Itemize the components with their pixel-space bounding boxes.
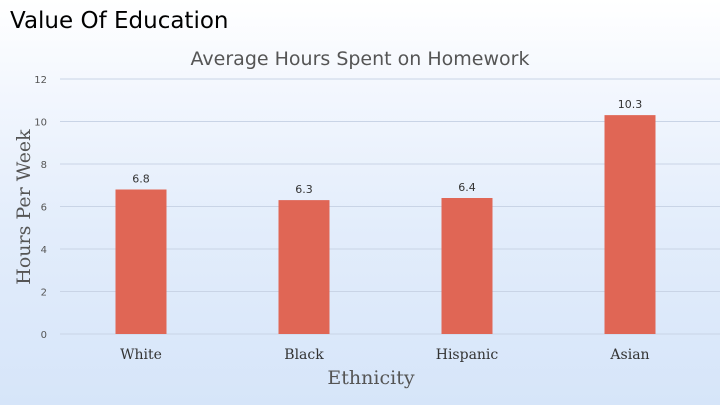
- category-label-hispanic: Hispanic: [436, 347, 499, 363]
- y-tick-label: 4: [41, 245, 47, 256]
- category-label-white: White: [120, 347, 162, 363]
- bar-hispanic: [441, 198, 493, 334]
- bar-white: [115, 189, 167, 334]
- value-label-white: 6.8: [132, 173, 150, 186]
- category-label-black: Black: [284, 347, 324, 363]
- y-tick-label: 8: [41, 160, 47, 171]
- value-label-asian: 10.3: [618, 98, 643, 111]
- y-tick-label: 0: [41, 330, 47, 341]
- value-label-black: 6.3: [295, 183, 313, 196]
- bars: [115, 115, 656, 334]
- y-tick-label: 12: [34, 75, 47, 86]
- y-tick-label: 10: [34, 118, 47, 129]
- x-axis-categories: White Black Hispanic Asian: [120, 347, 649, 363]
- category-label-asian: Asian: [609, 347, 649, 363]
- value-label-hispanic: 6.4: [458, 181, 476, 194]
- x-axis-title: Ethnicity: [327, 367, 414, 389]
- y-tick-label: 2: [41, 288, 47, 299]
- y-axis-title: Hours Per Week: [13, 129, 35, 285]
- value-labels: 6.8 6.3 6.4 10.3: [132, 98, 642, 196]
- y-tick-label: 6: [41, 203, 47, 214]
- chart-title: Average Hours Spent on Homework: [191, 48, 530, 70]
- bar-asian: [604, 115, 656, 334]
- y-axis-ticks: 0 2 4 6 8 10 12: [34, 75, 47, 341]
- bar-black: [278, 200, 330, 334]
- slide-title: Value Of Education: [10, 8, 229, 34]
